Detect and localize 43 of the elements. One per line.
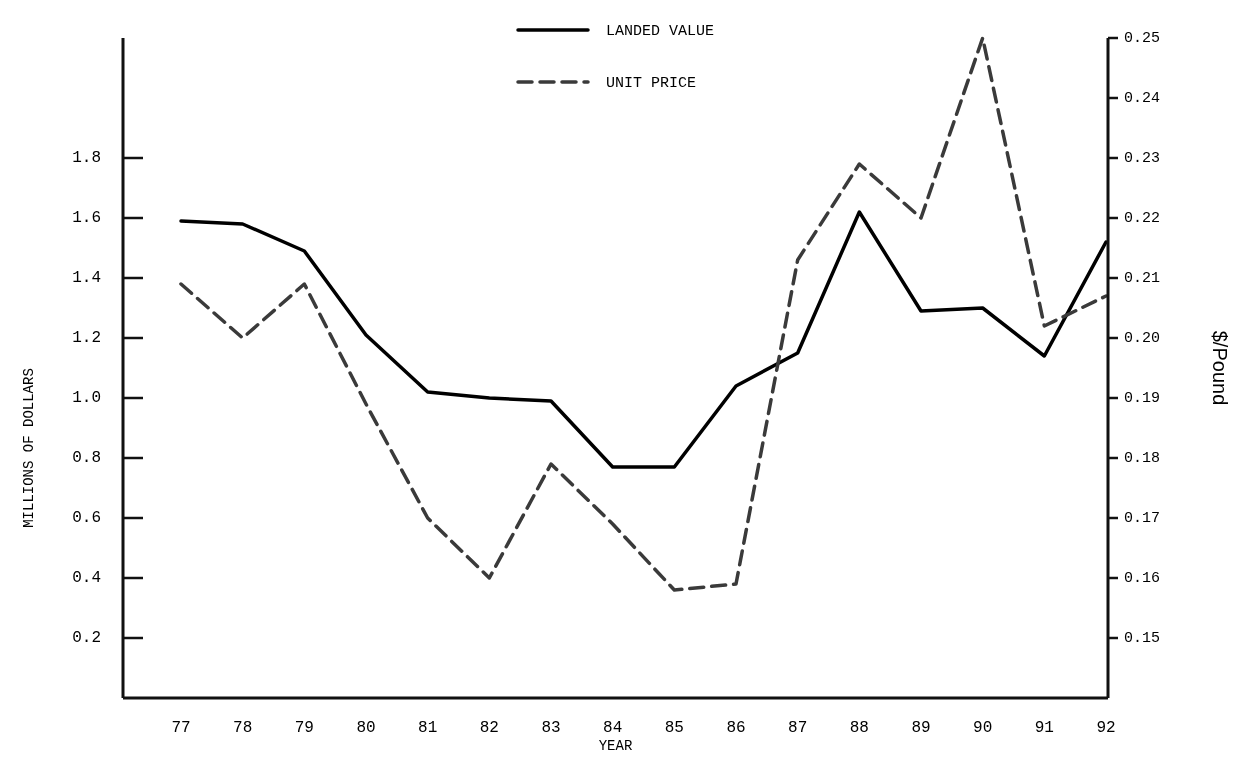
x-tick-label: 92 bbox=[1096, 719, 1116, 737]
y2-tick-label: 0.17 bbox=[1124, 509, 1161, 527]
y-tick-label: 1.6 bbox=[72, 209, 101, 227]
y-tick-label: 0.2 bbox=[72, 629, 101, 647]
x-tick-label: 85 bbox=[664, 719, 684, 737]
y2-tick-label: 0.15 bbox=[1124, 629, 1161, 647]
x-tick-label: 82 bbox=[479, 719, 499, 737]
y2-tick-label: 0.16 bbox=[1124, 569, 1161, 587]
x-tick-label: 91 bbox=[1034, 719, 1054, 737]
y2-axis-title: $/Pound bbox=[1209, 330, 1231, 406]
x-tick-label: 87 bbox=[788, 719, 808, 737]
legend-label: LANDED VALUE bbox=[606, 23, 715, 40]
line-series bbox=[179, 36, 1108, 592]
x-tick-label: 81 bbox=[418, 719, 438, 737]
y2-tick-label: 0.25 bbox=[1124, 29, 1161, 47]
y-tick-label: 0.4 bbox=[72, 569, 101, 587]
x-tick-label: 84 bbox=[603, 719, 623, 737]
x-tick-label: 89 bbox=[911, 719, 931, 737]
y-axis-title: MILLIONS OF DOLLARS bbox=[21, 368, 37, 528]
line-series bbox=[179, 210, 1108, 469]
x-tick-label: 77 bbox=[171, 719, 191, 737]
y2-tick-label: 0.24 bbox=[1124, 89, 1161, 107]
y2-tick-label: 0.22 bbox=[1124, 209, 1161, 227]
x-tick-label: 86 bbox=[726, 719, 746, 737]
y-tick-label: 0.6 bbox=[72, 509, 101, 527]
y-tick-label: 1.2 bbox=[72, 329, 101, 347]
y2-tick-label: 0.19 bbox=[1124, 389, 1161, 407]
x-axis-title: YEAR bbox=[598, 738, 633, 754]
y-tick-label: 0.8 bbox=[72, 449, 101, 467]
y2-tick-label: 0.21 bbox=[1124, 269, 1161, 287]
y2-tick-label: 0.23 bbox=[1124, 149, 1161, 167]
y-tick-label: 1.4 bbox=[72, 269, 101, 287]
y2-tick-label: 0.20 bbox=[1124, 329, 1161, 347]
y-tick-label: 1.0 bbox=[72, 389, 101, 407]
y-tick-label: 1.8 bbox=[72, 149, 101, 167]
x-tick-label: 78 bbox=[233, 719, 253, 737]
legend-label: UNIT PRICE bbox=[606, 75, 697, 92]
x-tick-label: 88 bbox=[849, 719, 869, 737]
x-tick-label: 80 bbox=[356, 719, 376, 737]
x-tick-label: 90 bbox=[973, 719, 993, 737]
x-tick-label: 83 bbox=[541, 719, 561, 737]
x-tick-label: 79 bbox=[294, 719, 314, 737]
y2-tick-label: 0.18 bbox=[1124, 449, 1161, 467]
